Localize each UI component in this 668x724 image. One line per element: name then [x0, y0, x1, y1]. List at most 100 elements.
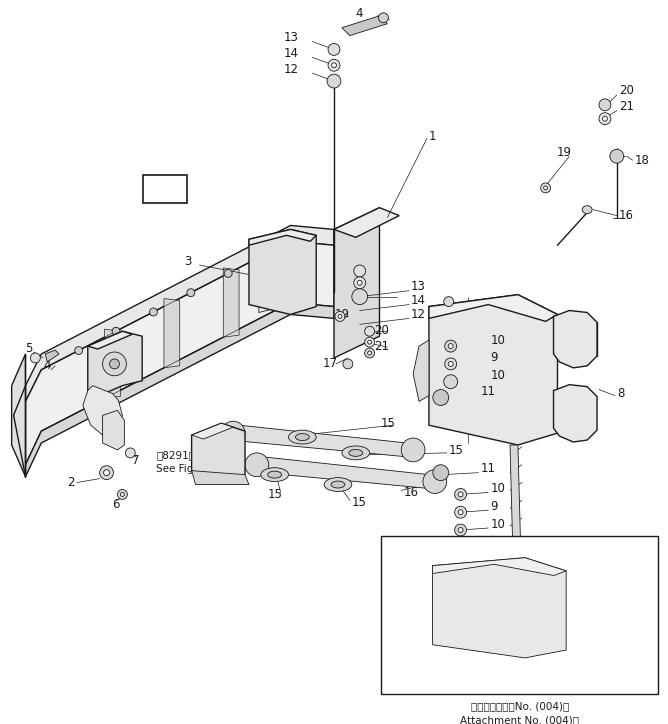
- Circle shape: [328, 59, 340, 71]
- Circle shape: [338, 314, 342, 319]
- Ellipse shape: [331, 481, 345, 488]
- Circle shape: [365, 327, 375, 336]
- Text: See Fig. 8291: See Fig. 8291: [156, 463, 226, 473]
- Text: アタッチメントNo. (004)～: アタッチメントNo. (004)～: [471, 701, 569, 711]
- Text: 9: 9: [490, 351, 498, 364]
- Polygon shape: [429, 295, 558, 445]
- Circle shape: [245, 453, 269, 476]
- Polygon shape: [432, 557, 566, 658]
- Text: FWD: FWD: [149, 182, 181, 195]
- Text: 15: 15: [268, 488, 283, 501]
- Text: 2: 2: [67, 476, 75, 489]
- Circle shape: [221, 421, 245, 445]
- Polygon shape: [432, 557, 566, 576]
- Circle shape: [455, 489, 466, 500]
- Polygon shape: [510, 592, 522, 607]
- Ellipse shape: [324, 478, 352, 492]
- Circle shape: [433, 390, 449, 405]
- Polygon shape: [25, 303, 334, 476]
- Text: 11: 11: [480, 385, 496, 398]
- Circle shape: [365, 348, 375, 358]
- Text: 12: 12: [283, 63, 299, 76]
- Polygon shape: [342, 16, 387, 35]
- Circle shape: [327, 74, 341, 88]
- Circle shape: [599, 113, 611, 125]
- Text: 14: 14: [411, 294, 426, 307]
- Circle shape: [544, 186, 548, 190]
- Circle shape: [31, 353, 40, 363]
- Polygon shape: [239, 425, 407, 457]
- Ellipse shape: [268, 471, 282, 478]
- Circle shape: [448, 361, 453, 366]
- Circle shape: [100, 466, 114, 479]
- Circle shape: [110, 359, 120, 369]
- Circle shape: [455, 524, 466, 536]
- Text: 13: 13: [283, 31, 299, 44]
- Polygon shape: [83, 386, 122, 435]
- Text: 21: 21: [374, 340, 389, 353]
- Circle shape: [104, 470, 110, 476]
- Circle shape: [458, 528, 463, 532]
- Circle shape: [343, 359, 353, 369]
- Text: 4: 4: [43, 359, 51, 372]
- Circle shape: [352, 289, 367, 305]
- Circle shape: [599, 99, 611, 111]
- Circle shape: [126, 448, 135, 458]
- Circle shape: [458, 510, 463, 515]
- Text: 1: 1: [429, 130, 436, 143]
- Circle shape: [365, 337, 375, 347]
- Text: 6: 6: [112, 498, 120, 511]
- Circle shape: [367, 351, 371, 355]
- Text: 14: 14: [283, 47, 299, 60]
- Ellipse shape: [349, 450, 363, 456]
- Text: 7: 7: [132, 454, 140, 467]
- Text: 8: 8: [597, 649, 603, 660]
- Ellipse shape: [342, 446, 369, 460]
- Text: 12: 12: [411, 308, 426, 321]
- Circle shape: [331, 63, 337, 68]
- Circle shape: [112, 327, 120, 335]
- Text: 10: 10: [490, 518, 505, 531]
- Polygon shape: [192, 471, 249, 484]
- Text: 11: 11: [480, 462, 496, 475]
- Ellipse shape: [295, 434, 309, 440]
- Polygon shape: [334, 208, 399, 237]
- Polygon shape: [554, 311, 597, 368]
- Circle shape: [75, 347, 83, 355]
- Text: 19: 19: [556, 146, 571, 159]
- Polygon shape: [25, 241, 334, 465]
- Polygon shape: [413, 340, 429, 402]
- Circle shape: [401, 438, 425, 462]
- Polygon shape: [88, 332, 132, 349]
- Polygon shape: [263, 457, 429, 489]
- Text: 10: 10: [490, 369, 505, 382]
- Text: 21: 21: [619, 101, 634, 113]
- Circle shape: [603, 116, 607, 121]
- Circle shape: [354, 277, 365, 289]
- Circle shape: [455, 506, 466, 518]
- Polygon shape: [192, 424, 245, 483]
- Circle shape: [445, 340, 457, 352]
- Circle shape: [354, 265, 365, 277]
- Ellipse shape: [261, 468, 289, 481]
- Circle shape: [257, 253, 265, 261]
- Polygon shape: [429, 295, 558, 321]
- Text: 19: 19: [335, 308, 350, 321]
- Polygon shape: [103, 411, 124, 450]
- Circle shape: [423, 470, 447, 494]
- Text: 4: 4: [356, 7, 363, 20]
- Circle shape: [118, 489, 128, 500]
- Polygon shape: [88, 332, 142, 400]
- Polygon shape: [105, 329, 120, 398]
- Text: 第8291図参照: 第8291図参照: [156, 450, 208, 460]
- Polygon shape: [11, 354, 25, 476]
- Circle shape: [103, 352, 126, 376]
- Circle shape: [379, 13, 388, 22]
- Circle shape: [433, 465, 449, 481]
- Circle shape: [120, 492, 124, 497]
- Text: 3: 3: [184, 255, 191, 268]
- Ellipse shape: [610, 149, 624, 163]
- Polygon shape: [249, 230, 316, 314]
- Circle shape: [444, 375, 458, 389]
- Text: 5: 5: [25, 342, 33, 355]
